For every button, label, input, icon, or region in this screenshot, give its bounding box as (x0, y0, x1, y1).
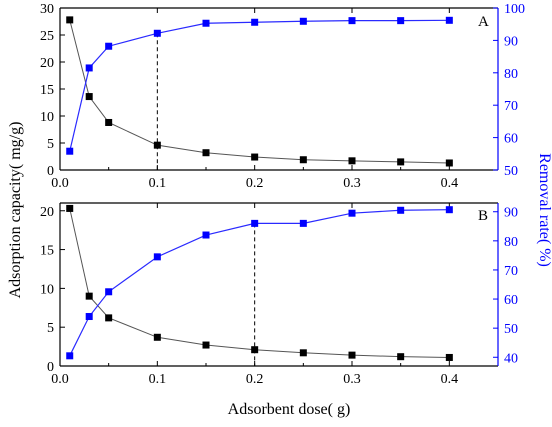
panel-a-left-tick-label: 25 (40, 29, 54, 44)
panel-a-removal-point (348, 17, 356, 25)
panel-a: 0.0 0.1 0.2 0.3 0.4 0 5 10 15 20 25 30 50 60 70 80 90 100… (40, 2, 525, 191)
panel-b-left-tick-label: 0 (47, 360, 54, 375)
panel-b-right-tick-label: 50 (504, 322, 518, 337)
panel-b-removal-point (202, 231, 210, 239)
panel-a-x-tick-label: 0.4 (441, 176, 459, 191)
panel-a-capacity-point (445, 159, 453, 167)
panel-a-right-tick-label: 60 (504, 132, 518, 147)
panel-a-left-tick-label: 15 (40, 83, 54, 98)
panel-b-left-tick-label: 10 (40, 282, 54, 297)
panel-b-capacity-point (153, 333, 161, 341)
panel-a-removal-point (299, 17, 307, 25)
panel-b-right-tick-label: 70 (504, 264, 518, 279)
panel-a-left-tick-label: 20 (40, 56, 54, 71)
panel-b-removal-point (85, 313, 93, 321)
panel-b-left-tick-label: 15 (40, 244, 54, 259)
panel-a-removal-point (445, 16, 453, 24)
right-axis-title: Removal rate( %) (536, 153, 552, 267)
panel-b-right-tick-label: 40 (504, 351, 518, 366)
panel-b-left-tick-label: 5 (47, 321, 54, 336)
panel-b-removal-point (348, 209, 356, 217)
panel-b-removal-point (66, 352, 74, 360)
panel-a-x-tick-label: 0.1 (149, 176, 167, 191)
panel-b-removal-point (105, 288, 113, 296)
panel-a-right-tick-label: 100 (504, 2, 525, 17)
panel-b: 0.0 0.1 0.2 0.3 0.4 0 5 10 15 20 40 50 60 70 80 90 B (40, 202, 518, 387)
panel-b-removal-point (397, 206, 405, 214)
panel-b-x-tick-label: 0.1 (149, 372, 167, 387)
panel-b-right-tick-label: 80 (504, 235, 518, 250)
panel-b-removal-line (69, 209, 450, 357)
panel-b-removal-point (299, 219, 307, 227)
panel-a-removal-point (251, 18, 259, 26)
panel-a-capacity-point (85, 93, 93, 101)
panel-a-right-tick-label: 90 (504, 34, 518, 49)
panel-a-removal-line (69, 19, 450, 152)
panel-b-removal-point (251, 219, 259, 227)
panel-a-right-tick-label: 80 (504, 67, 518, 82)
panel-a-capacity-point (66, 16, 74, 24)
panel-b-capacity-point (202, 341, 210, 349)
panel-b-x-tick-label: 0.2 (246, 372, 264, 387)
panel-a-removal-point (202, 19, 210, 27)
panel-b-capacity-point (105, 314, 113, 322)
panel-b-label: B (478, 208, 488, 224)
panel-a-capacity-point (397, 158, 405, 166)
x-axis-title: Adsorbent dose( g) (228, 401, 351, 418)
panel-a-capacity-point (348, 157, 356, 165)
panel-a-removal-point (397, 17, 405, 25)
panel-a-x-tick-label: 0.2 (246, 176, 264, 191)
left-axis-title: Adsorption capacity( mg/g) (7, 122, 24, 299)
panel-b-right-tick-label: 60 (504, 293, 518, 308)
panel-a-removal-point (105, 42, 113, 50)
panel-b-capacity-point (445, 353, 453, 361)
panel-a-left-tick-label: 10 (40, 110, 54, 125)
panel-b-capacity-point (397, 353, 405, 361)
panel-a-capacity-line (69, 19, 450, 164)
panel-b-capacity-point (299, 349, 307, 357)
panel-b-capacity-point (66, 204, 74, 212)
panel-a-left-tick-label: 5 (47, 137, 54, 152)
panel-a-left-tick-label: 0 (47, 164, 54, 179)
panel-a-capacity-point (105, 118, 113, 126)
panel-b-right-tick-label: 90 (504, 206, 518, 221)
panel-a-capacity-point (153, 141, 161, 149)
panel-a-removal-point (66, 147, 74, 155)
panel-b-x-tick-label: 0.3 (343, 372, 361, 387)
panel-a-removal-point (85, 64, 93, 72)
panel-b-removal-point (445, 206, 453, 214)
panel-a-capacity-point (202, 149, 210, 157)
panel-a-right-tick-label: 70 (504, 99, 518, 114)
panel-b-left-tick-label: 20 (40, 205, 54, 220)
panel-b-capacity-point (251, 346, 259, 354)
panel-b-x-tick-label: 0.0 (51, 372, 69, 387)
panel-a-removal-point (153, 29, 161, 37)
panel-a-capacity-point (251, 153, 259, 161)
panel-b-capacity-line (69, 208, 450, 358)
panel-a-x-tick-label: 0.3 (343, 176, 361, 191)
panel-b-capacity-point (85, 292, 93, 300)
panel-b-capacity-point (348, 351, 356, 359)
panel-a-left-tick-label: 30 (40, 2, 54, 17)
panel-b-removal-point (153, 253, 161, 261)
panel-a-x-tick-label: 0.0 (51, 176, 69, 191)
panel-a-right-tick-label: 50 (504, 164, 518, 179)
panel-b-x-tick-label: 0.4 (441, 372, 459, 387)
panel-a-capacity-point (299, 156, 307, 164)
panel-a-label: A (478, 14, 489, 30)
